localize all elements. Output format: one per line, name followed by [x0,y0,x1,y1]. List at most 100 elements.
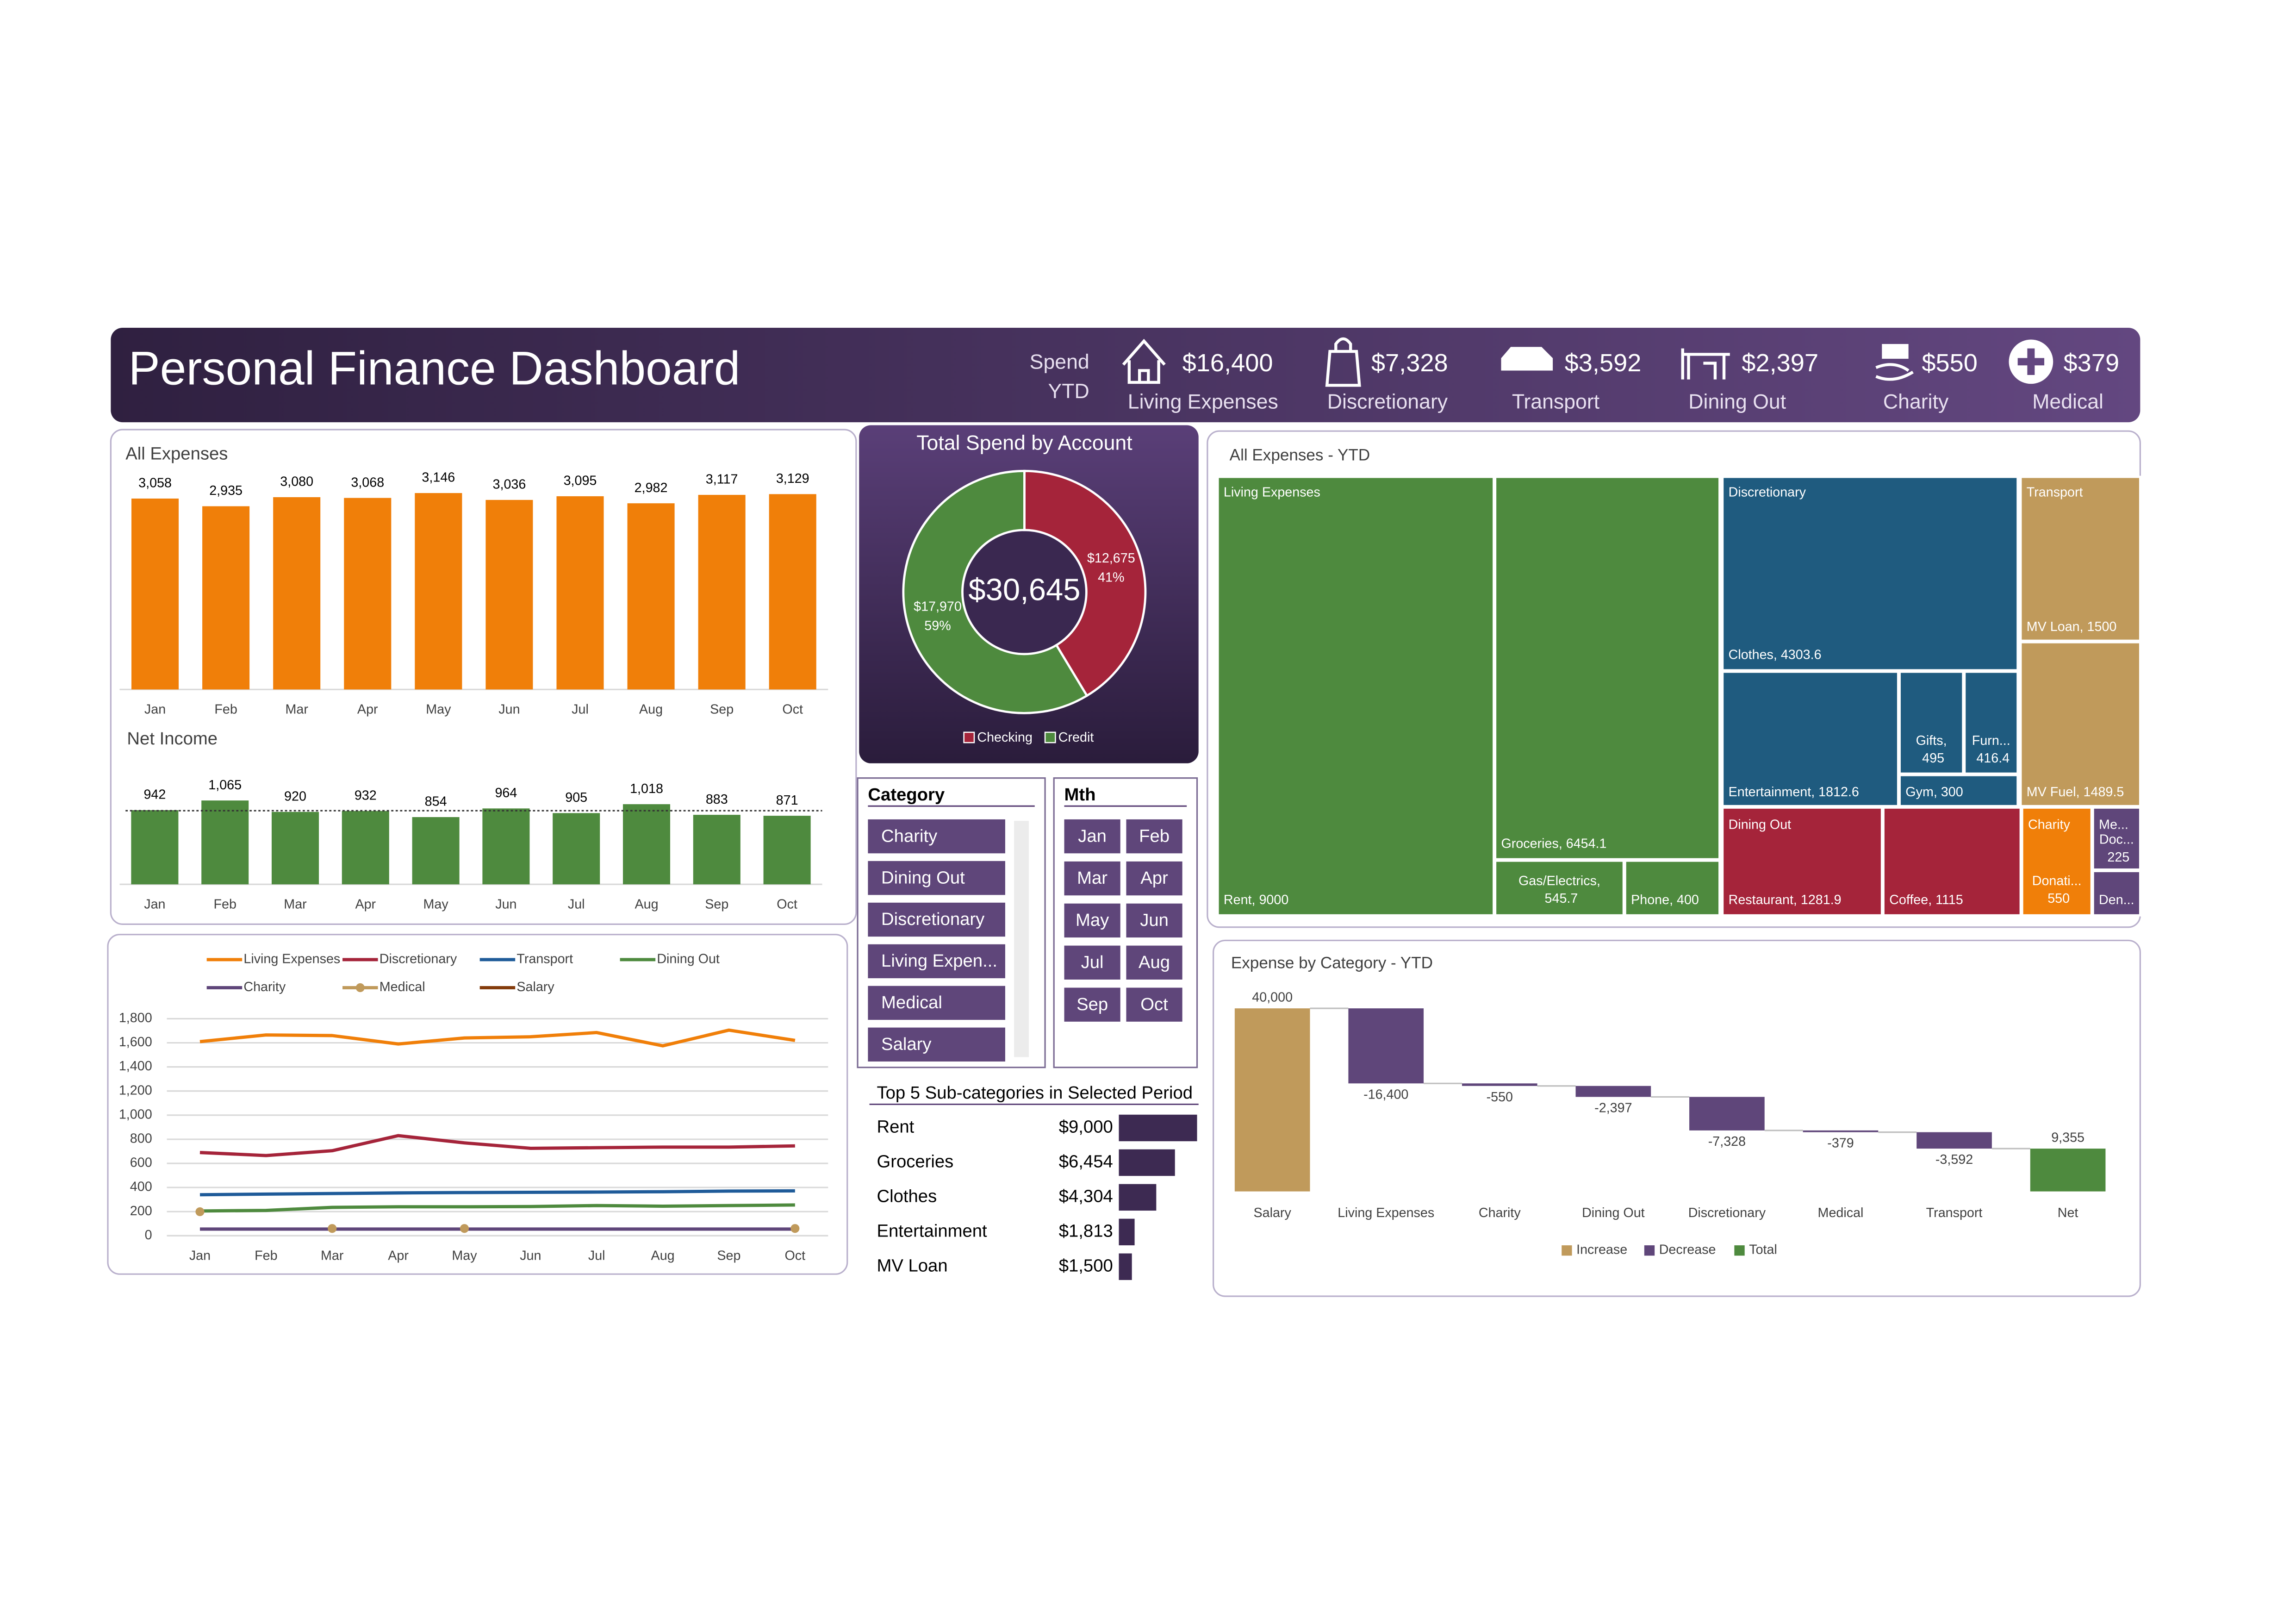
treemap-tile [1721,670,1899,807]
slicer-button[interactable] [1126,987,1182,1022]
bar [769,494,816,690]
x-tick-label: Aug [639,702,663,717]
x-tick-label: Oct [785,1248,806,1263]
treemap-tile [2021,806,2093,917]
kpi-label: Dining Out [1688,390,1786,413]
legend-swatch [1562,1245,1572,1256]
slicer-item[interactable]: Jul [1081,952,1104,972]
x-tick-label: Jan [144,702,166,717]
bar [485,500,533,690]
kpi-label: Living Expenses [1128,390,1278,413]
slicer-button[interactable] [868,986,1005,1020]
row-bar [1119,1218,1135,1245]
scrollbar[interactable] [1014,821,1029,1057]
slicer-item[interactable]: Mar [1077,868,1108,888]
x-tick-label: Jul [572,702,589,717]
waterfall-bar [1234,1008,1310,1192]
bar [201,800,249,885]
x-tick-label: May [423,897,449,912]
slicer-button[interactable] [868,819,1005,854]
group-label: Dining Out [1729,817,1792,832]
value-label: 871 [776,793,798,808]
slicer-button[interactable] [1126,861,1182,896]
legend-label: Credit [1058,730,1094,745]
value-label: 883 [706,792,728,807]
x-tick-label: Charity [1479,1206,1521,1220]
value-label: -3,592 [1935,1152,1973,1167]
series-marker [460,1224,469,1233]
series-line [199,1134,795,1157]
legend-label: Dining Out [657,951,720,966]
chart-title: Expense by Category - YTD [1231,954,1433,972]
value-label: 1,018 [630,781,663,796]
line-panel [107,934,848,1275]
x-tick-label: Feb [213,897,236,912]
slicer-button[interactable] [1064,819,1120,854]
row-value: $1,500 [1059,1255,1113,1275]
slicer-button[interactable] [1126,903,1182,938]
x-tick-label: Net [2058,1206,2078,1220]
x-tick-label: May [452,1248,477,1263]
kpi-label: Transport [1512,390,1600,413]
slicer-button[interactable] [1126,945,1182,980]
tile-label: Donati... 550 [2032,873,2082,906]
slicer-item[interactable]: Discretionary [881,909,985,929]
tile-label: Gifts, 495 [1916,733,1947,766]
value-label: 854 [425,794,447,809]
slicer-item[interactable]: Medical [881,993,942,1012]
row-value: $6,454 [1059,1152,1113,1172]
series-line [199,1189,795,1197]
bar [202,506,250,690]
car-icon [1501,347,1553,371]
slicer-item[interactable]: Sep [1076,994,1108,1014]
waterfall-bar [1689,1097,1765,1131]
x-tick-label: Mar [285,702,308,717]
slicer-button[interactable] [1064,987,1120,1022]
dashboard-title: Personal Finance Dashboard [129,342,740,395]
slicer-item[interactable]: Charity [881,826,938,846]
tile-label: Gas/Electrics, 545.7 [1518,873,1600,906]
x-tick-label: Transport [1926,1206,1983,1220]
slicer-button[interactable] [868,944,1005,979]
slicer-button[interactable] [1064,903,1120,938]
x-tick-label: Medical [1818,1206,1864,1220]
slicer-button[interactable] [868,861,1005,895]
group-label: Discretionary [1729,485,1806,500]
x-tick-label: Jun [495,897,516,912]
header-bar [111,327,2140,423]
y-tick-label: 800 [130,1131,152,1146]
kpi-value: $7,328 [1371,349,1448,377]
slicer-item[interactable]: Dining Out [881,868,965,887]
bar [344,498,392,690]
slicer-button[interactable] [868,1027,1005,1062]
treemap-tile [1721,475,2019,672]
slicer-item[interactable]: Aug [1139,952,1170,972]
slicer-button[interactable] [1126,819,1182,854]
kpi-value: $2,397 [1742,349,1818,377]
tile-label: Clothes, 4303.6 [1729,648,1822,662]
group-label: Transport [2027,485,2083,500]
bar [622,804,671,885]
slicer-button[interactable] [1064,861,1120,896]
legend-swatch [1734,1245,1745,1256]
x-tick-label: Jan [144,897,165,912]
slicer-item[interactable]: Living Expen... [881,951,997,971]
x-tick-label: Jun [498,702,520,717]
bar [553,813,600,885]
slicer-item[interactable]: Jun [1140,910,1169,930]
bar [415,493,462,690]
slicer-item[interactable]: Jan [1078,826,1107,846]
slicer-item[interactable]: Apr [1140,868,1168,888]
slicer-item[interactable]: May [1076,910,1109,930]
slicer-item[interactable]: Oct [1140,994,1168,1014]
x-tick-label: Oct [777,897,797,912]
slicer-button[interactable] [1064,945,1120,980]
slicer-button[interactable] [868,902,1005,937]
row-bar [1119,1114,1197,1142]
x-tick-label: Sep [705,897,728,912]
slicer-item[interactable]: Feb [1139,826,1170,846]
row-bar [1119,1253,1132,1280]
slicer-item[interactable]: Salary [881,1034,932,1054]
value-label: 2,935 [209,483,243,498]
x-tick-label: Apr [388,1248,409,1263]
